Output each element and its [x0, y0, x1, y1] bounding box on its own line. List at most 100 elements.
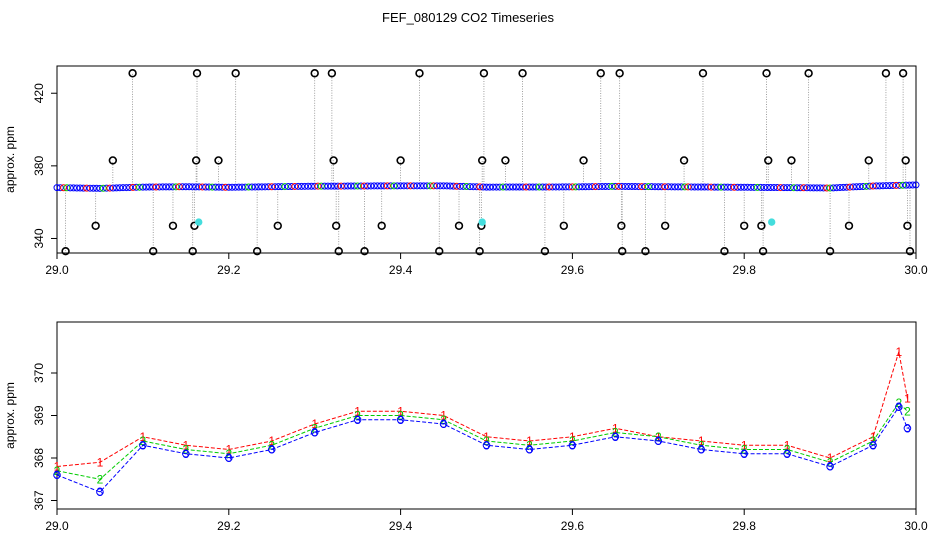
baseline-point [284, 183, 292, 191]
series-point [697, 445, 706, 454]
baseline-point [651, 183, 659, 191]
outlier-point [540, 246, 550, 256]
outlier-point [757, 221, 766, 230]
y-tick-label: 420 [32, 83, 46, 103]
baseline-point [79, 184, 87, 192]
baseline-point [476, 183, 484, 191]
baseline-point [912, 181, 920, 189]
baseline-point [568, 183, 576, 191]
baseline-point [182, 183, 190, 191]
baseline-point [691, 183, 699, 191]
baseline-point [212, 183, 220, 191]
baseline-point [420, 182, 428, 190]
baseline-point [823, 184, 831, 192]
series-point-marker: 2 [97, 472, 104, 486]
baseline-point [849, 183, 857, 191]
baseline-point [463, 183, 471, 191]
baseline-point [83, 184, 91, 192]
baseline-point [661, 183, 669, 191]
baseline-point [324, 182, 332, 190]
baseline-point [631, 183, 639, 191]
baseline-point [545, 183, 553, 191]
series-point-marker: 3 [870, 438, 877, 452]
x-tick-label: 29.2 [217, 263, 241, 277]
baseline-point [86, 184, 94, 192]
baseline-point [331, 182, 339, 190]
outlier-point [501, 156, 510, 165]
baseline-point [364, 182, 372, 190]
series-point-marker: 3 [784, 447, 791, 461]
series-line [56, 401, 908, 480]
series-point-marker: 3 [569, 438, 576, 452]
series-point [826, 462, 834, 471]
baseline-point [354, 182, 362, 190]
baseline-point [895, 181, 903, 189]
outlier-point [615, 69, 624, 78]
flagged-point [478, 218, 486, 226]
x-tick-label: 29.2 [217, 519, 241, 533]
series-point-marker: 3 [354, 413, 361, 427]
outlier-point [334, 246, 343, 256]
baseline-point [720, 183, 728, 191]
flagged-point [195, 218, 203, 226]
baseline-point [179, 183, 187, 191]
baseline-point [205, 183, 213, 191]
series-point [654, 437, 663, 445]
series-point-marker: 1 [483, 430, 490, 444]
outlier-point [764, 156, 773, 165]
baseline-point [879, 182, 887, 190]
baseline-point [340, 182, 348, 190]
baseline-point [162, 183, 170, 191]
baseline-point [829, 184, 837, 192]
series-point-marker: 1 [784, 438, 791, 452]
series-point [182, 449, 190, 458]
baseline-point [208, 183, 216, 191]
outlier-point [617, 221, 626, 230]
outlier-point [128, 69, 137, 78]
baseline-point [522, 183, 530, 191]
baseline-point [734, 183, 742, 191]
outlier-point [479, 69, 489, 78]
baseline-point [796, 184, 804, 192]
baseline-point [694, 183, 702, 191]
outlier-point [762, 69, 771, 78]
baseline-point [727, 183, 735, 191]
outlier-point [435, 246, 444, 256]
baseline-point [618, 182, 626, 190]
baseline-point [264, 183, 272, 191]
baseline-point [281, 183, 289, 191]
baseline-point [294, 182, 302, 190]
baseline-point [129, 183, 137, 191]
baseline-point [601, 182, 609, 190]
baseline-point [572, 183, 580, 191]
series-point-marker: 3 [183, 447, 190, 461]
baseline-point [403, 182, 411, 190]
series-point-marker: 2 [655, 430, 662, 444]
baseline-point [119, 184, 127, 192]
baseline-point [525, 183, 533, 191]
baseline-point [506, 183, 514, 191]
x-tick-label: 29.6 [561, 519, 585, 533]
baseline-point [149, 183, 157, 191]
flagged-point [767, 218, 776, 226]
baseline-point [479, 183, 487, 191]
series-point-marker: 2 [569, 434, 576, 448]
baseline-point [737, 183, 745, 191]
baseline-point [793, 184, 801, 192]
outlier-point [641, 246, 650, 256]
series-point [353, 415, 362, 424]
baseline-point [278, 183, 286, 191]
series-point-marker: 3 [827, 460, 834, 474]
baseline-point [334, 182, 342, 190]
y-tick-label: 369 [32, 405, 46, 425]
baseline-point [899, 181, 907, 189]
baseline-point [218, 183, 226, 191]
baseline-point [466, 183, 474, 191]
baseline-point [763, 183, 771, 191]
baseline-point [73, 184, 81, 192]
plot-frame [56, 65, 917, 254]
series-point [396, 415, 405, 424]
baseline-point [397, 182, 405, 190]
y-tick-label: 368 [32, 448, 46, 468]
baseline-point [753, 183, 761, 191]
